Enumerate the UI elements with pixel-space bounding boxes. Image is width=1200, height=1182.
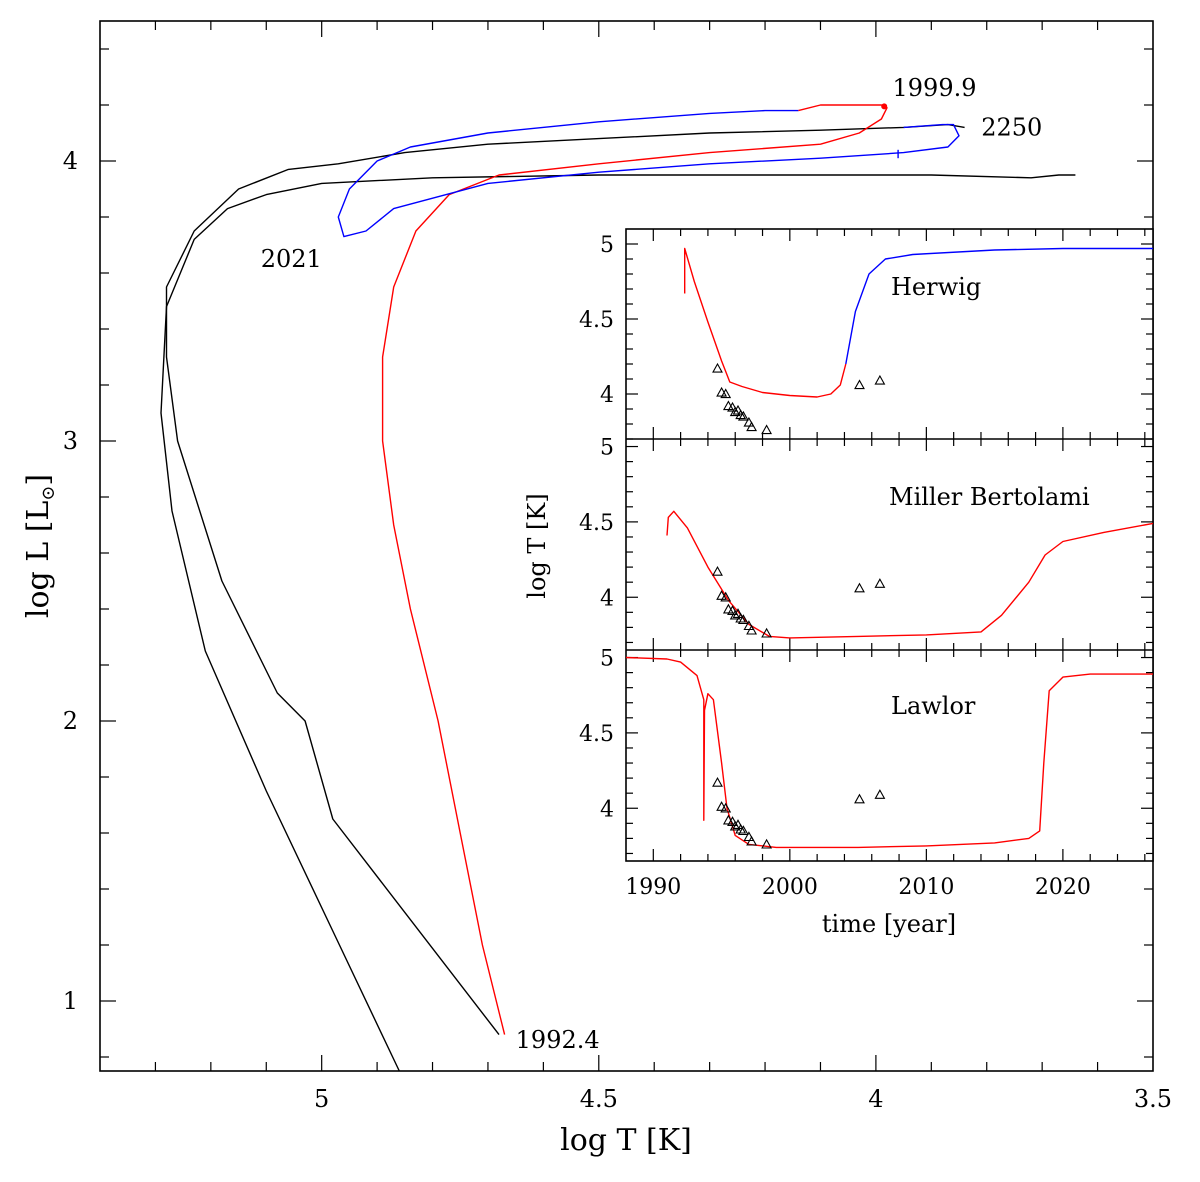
observation-marker — [732, 404, 744, 415]
main-tracks — [160, 103, 1076, 1072]
observation-marker — [874, 789, 886, 799]
inset-track-0-1 — [845, 247, 1153, 365]
observation-marker — [874, 374, 886, 385]
panel-name-miller-bertolami: Miller Bertolami — [889, 483, 1090, 511]
observation-marker — [737, 410, 749, 421]
main-y-tick-label: 2 — [63, 707, 78, 735]
inset-time-evolution: 4 4.5 5 4 4.5 5 4 4.5 5 1990 2000 2010 2020 Herwig M… — [523, 228, 1154, 938]
main-annotation: 1999.9 — [893, 74, 977, 102]
main-y-axis-label-text: log L [L — [21, 501, 56, 619]
main-y-axis-label-subscript: ⊙ — [38, 486, 59, 501]
main-track-1 — [165, 123, 965, 1036]
inset-y-tick-label: 4.5 — [579, 722, 614, 747]
inset-y-tick-label: 4.5 — [579, 308, 614, 333]
observation-marker — [854, 582, 865, 593]
main-track-end-marker — [881, 103, 888, 110]
inset-x-tick-label: 1990 — [625, 875, 681, 900]
observation-marker — [729, 609, 741, 620]
observation-marker — [729, 406, 741, 417]
observation-marker — [735, 612, 747, 623]
inset-y-tick-label: 4 — [600, 586, 614, 611]
observation-marker — [729, 820, 741, 831]
inset-background — [626, 229, 1153, 861]
inset-x-tick-label: 2000 — [762, 875, 818, 900]
main-y-tick-label: 1 — [63, 987, 78, 1015]
observation-marker — [761, 627, 773, 638]
observation-marker — [746, 624, 758, 635]
inset-observations — [712, 362, 886, 849]
panel-name-lawlor: Lawlor — [891, 692, 976, 720]
inset-x-axis-label: time [year] — [822, 910, 956, 938]
observation-marker — [737, 614, 749, 625]
inset-y-tick-label: 4.5 — [579, 511, 614, 536]
observation-marker — [746, 835, 758, 846]
observation-marker — [712, 565, 723, 576]
observation-marker — [743, 620, 755, 631]
observation-marker — [854, 793, 865, 804]
main-y-tick-label: 4 — [63, 147, 78, 175]
observation-marker — [720, 802, 732, 813]
main-x-tick-label: 4.5 — [580, 1085, 618, 1113]
observation-marker — [746, 421, 758, 432]
observation-marker — [720, 388, 732, 399]
inset-tick-labels: 4 4.5 5 4 4.5 5 4 4.5 5 1990 2000 2010 2020 — [579, 233, 1091, 900]
inset-x-tick-label: 2020 — [1035, 875, 1091, 900]
panel-name-herwig: Herwig — [891, 273, 981, 301]
observation-marker — [874, 578, 886, 588]
main-x-tick-label: 5 — [314, 1085, 329, 1113]
inset-y-tick-label: 5 — [600, 233, 614, 258]
inset-track-1-0 — [666, 510, 1154, 639]
observation-marker — [732, 608, 744, 618]
main-y-tick-label: 3 — [63, 427, 78, 455]
main-tick-labels: 5 4.5 4 3.5 1 2 3 4 — [63, 147, 1172, 1113]
inset-x-tick-label: 2010 — [898, 875, 954, 900]
observation-marker — [743, 416, 755, 427]
observation-marker — [854, 379, 865, 390]
inset-tracks — [625, 247, 1154, 849]
observation-marker — [743, 831, 755, 842]
main-track-0 — [160, 174, 1076, 1072]
observation-marker — [712, 776, 723, 787]
main-x-tick-label: 3.5 — [1134, 1085, 1172, 1113]
main-x-axis-label: log T [K] — [560, 1123, 692, 1158]
main-y-axis-label-bracket: ] — [21, 474, 56, 486]
observation-marker — [732, 819, 744, 829]
observation-marker — [737, 825, 749, 836]
observation-marker — [761, 424, 773, 435]
main-annotation: 1992.4 — [516, 1026, 600, 1054]
observation-marker — [720, 591, 732, 602]
observation-marker — [727, 816, 738, 826]
inset-y-tick-label: 4 — [600, 383, 614, 408]
inset-y-tick-label: 4 — [600, 797, 614, 822]
main-y-axis-label: log L [L⊙] — [21, 474, 59, 618]
inset-y-tick-label: 5 — [600, 436, 614, 461]
inset-frame — [625, 228, 1154, 862]
inset-track-0-0 — [684, 247, 847, 398]
inset-y-tick-label: 5 — [600, 647, 614, 672]
observation-marker — [735, 823, 747, 834]
observation-marker — [712, 362, 723, 373]
main-annotation: 2250 — [981, 113, 1042, 141]
observation-marker — [727, 605, 738, 615]
observation-marker — [761, 838, 773, 849]
main-annotation: 2021 — [261, 245, 322, 273]
inset-y-axis-label: log T [K] — [523, 493, 551, 598]
inset-track-2-0 — [625, 656, 1153, 849]
main-track-3 — [337, 109, 960, 238]
observation-marker — [735, 409, 747, 420]
observation-marker — [727, 401, 738, 412]
main-x-tick-label: 4 — [868, 1085, 883, 1113]
